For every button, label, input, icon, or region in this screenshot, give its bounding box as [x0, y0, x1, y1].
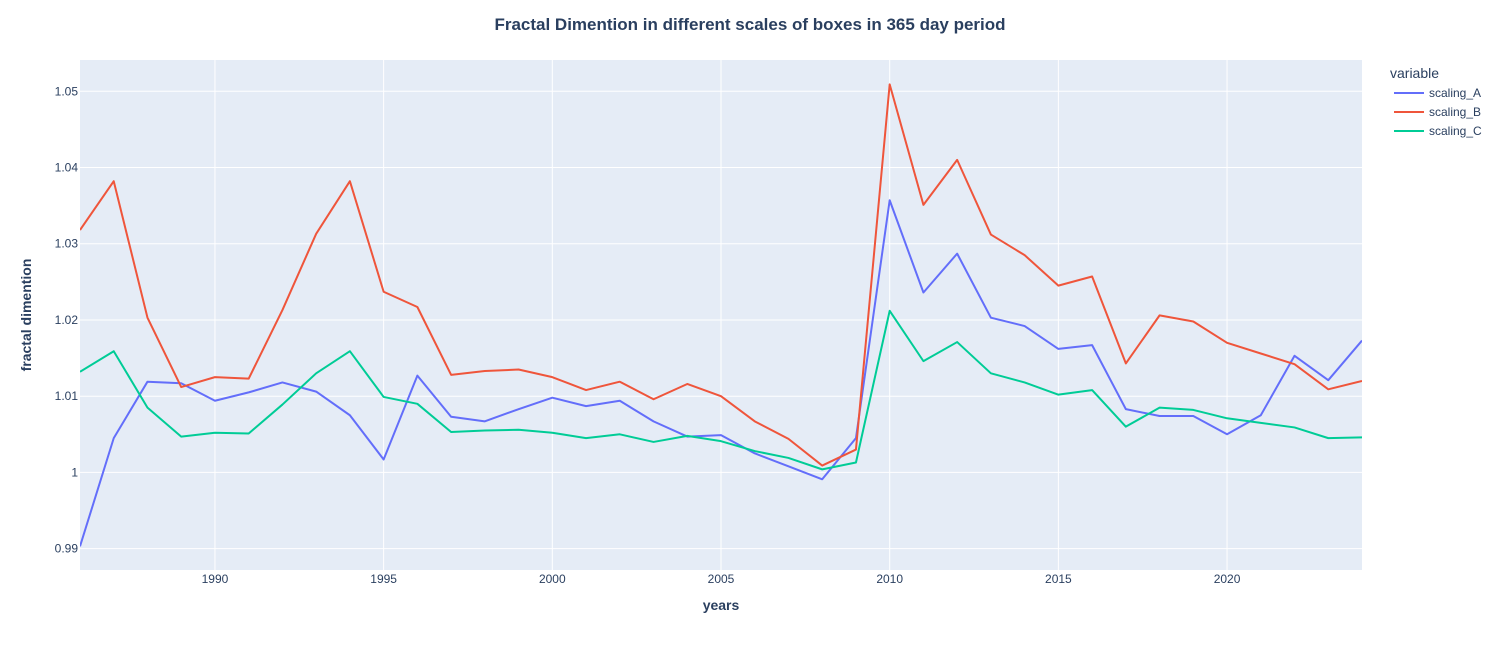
- legend-item-scaling_A[interactable]: scaling_A: [1394, 86, 1481, 100]
- legend-item-scaling_C[interactable]: scaling_C: [1394, 124, 1482, 138]
- x-tick-label: 2015: [1045, 572, 1072, 586]
- legend: variable scaling_A scaling_B scaling_C: [1390, 65, 1482, 138]
- legend-item-scaling_B[interactable]: scaling_B: [1394, 105, 1481, 119]
- legend-title: variable: [1390, 65, 1439, 81]
- x-axis-ticks: 1990 1995 2000 2005 2010 2015 2020: [202, 572, 1241, 586]
- y-axis-ticks: 0.99 1 1.01 1.02 1.03 1.04 1.05: [55, 84, 79, 555]
- legend-label: scaling_C: [1429, 124, 1482, 138]
- series-lines: [80, 83, 1362, 547]
- y-tick-label: 1.01: [55, 389, 79, 403]
- y-tick-label: 1: [71, 465, 78, 479]
- x-tick-label: 2020: [1214, 572, 1241, 586]
- y-tick-label: 0.99: [55, 542, 79, 556]
- y-tick-label: 1.02: [55, 313, 79, 327]
- series-line-scaling_B[interactable]: [80, 83, 1362, 467]
- legend-label: scaling_A: [1429, 86, 1481, 100]
- x-tick-label: 2005: [708, 572, 735, 586]
- chart-title: Fractal Dimention in different scales of…: [494, 15, 1005, 34]
- grid-lines: [80, 60, 1362, 570]
- x-axis-title: years: [703, 597, 740, 613]
- x-tick-label: 2010: [876, 572, 903, 586]
- series-line-scaling_C[interactable]: [80, 309, 1362, 471]
- y-axis-title: fractal dimention: [18, 259, 34, 372]
- y-tick-label: 1.04: [55, 160, 79, 174]
- legend-label: scaling_B: [1429, 105, 1481, 119]
- y-tick-label: 1.05: [55, 84, 79, 98]
- y-tick-label: 1.03: [55, 237, 79, 251]
- x-tick-label: 2000: [539, 572, 566, 586]
- x-tick-label: 1990: [202, 572, 229, 586]
- x-tick-label: 1995: [370, 572, 397, 586]
